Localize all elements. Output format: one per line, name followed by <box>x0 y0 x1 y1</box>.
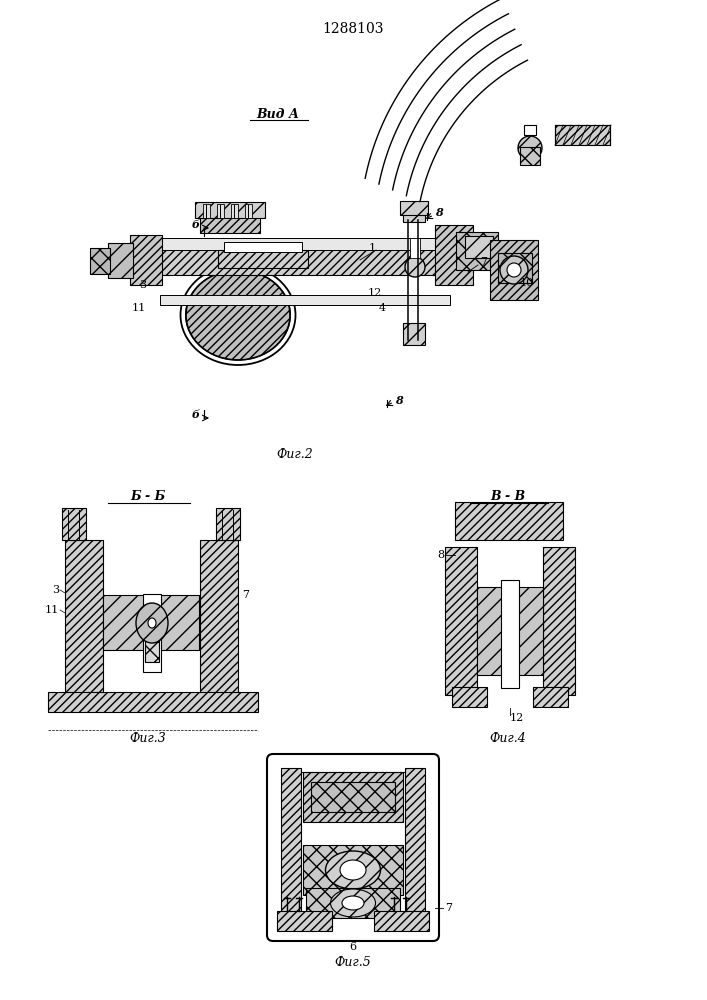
Bar <box>203 204 210 218</box>
Bar <box>374 911 429 931</box>
Bar <box>65 540 103 700</box>
Text: б: б <box>192 220 200 231</box>
Bar <box>477 587 543 675</box>
Bar <box>103 595 199 650</box>
Bar <box>200 540 238 700</box>
Bar <box>306 888 400 918</box>
Text: 1288103: 1288103 <box>322 22 384 36</box>
Ellipse shape <box>330 889 375 917</box>
Bar <box>403 204 425 222</box>
Text: 8: 8 <box>435 208 443 219</box>
Bar <box>145 607 159 662</box>
Bar <box>490 240 538 300</box>
Bar <box>48 692 258 712</box>
Bar <box>130 235 162 285</box>
Bar <box>524 125 536 135</box>
Bar <box>543 547 575 695</box>
Bar <box>160 295 450 305</box>
Text: 12: 12 <box>368 288 382 298</box>
Bar <box>445 547 477 695</box>
Bar <box>160 247 450 275</box>
Text: 11: 11 <box>132 303 146 313</box>
Bar <box>400 201 428 215</box>
Bar <box>90 248 110 274</box>
Bar <box>498 253 532 283</box>
Text: 10: 10 <box>520 278 534 288</box>
FancyBboxPatch shape <box>267 754 439 941</box>
Text: 7: 7 <box>242 590 249 600</box>
Bar <box>143 594 161 672</box>
Ellipse shape <box>136 603 168 643</box>
Text: Фиг.4: Фиг.4 <box>490 732 527 744</box>
Bar <box>435 225 473 285</box>
Text: 8: 8 <box>395 394 403 406</box>
Ellipse shape <box>500 256 528 284</box>
Text: 8: 8 <box>437 550 444 560</box>
Bar <box>224 242 302 252</box>
Ellipse shape <box>507 263 521 277</box>
Text: 6: 6 <box>349 942 356 952</box>
Text: Фиг.5: Фиг.5 <box>334 956 371 970</box>
Bar <box>501 580 519 688</box>
Ellipse shape <box>342 896 364 910</box>
Bar <box>403 323 425 345</box>
Bar <box>452 687 487 707</box>
Text: 7: 7 <box>445 903 452 913</box>
Text: Фиг.3: Фиг.3 <box>129 732 166 744</box>
Bar <box>195 202 265 218</box>
Text: 3: 3 <box>139 280 146 290</box>
Text: 1: 1 <box>368 243 375 253</box>
Bar <box>200 205 260 233</box>
Bar <box>217 204 224 218</box>
Bar <box>231 204 238 218</box>
Bar <box>303 845 403 895</box>
Ellipse shape <box>186 270 290 360</box>
Text: 7: 7 <box>480 257 487 267</box>
Bar <box>277 911 332 931</box>
Ellipse shape <box>148 618 156 628</box>
Bar <box>245 204 252 218</box>
Bar <box>311 782 395 812</box>
Bar <box>160 238 450 250</box>
Bar <box>465 236 493 258</box>
Bar <box>218 250 308 268</box>
Text: Вид А: Вид А <box>257 108 300 121</box>
Bar <box>456 232 498 270</box>
Ellipse shape <box>518 136 542 160</box>
Text: б: б <box>192 410 200 420</box>
Bar <box>533 687 568 707</box>
Text: 4: 4 <box>378 303 385 313</box>
Bar <box>108 243 133 278</box>
Bar <box>555 125 610 145</box>
Bar <box>303 772 403 822</box>
Bar <box>216 508 240 540</box>
Bar <box>520 147 540 165</box>
Text: Б - Б: Б - Б <box>130 490 165 504</box>
Bar <box>62 508 86 540</box>
Ellipse shape <box>325 851 380 889</box>
Text: 12: 12 <box>510 713 525 723</box>
Text: 3: 3 <box>52 585 59 595</box>
Text: 11: 11 <box>45 605 59 615</box>
Ellipse shape <box>340 860 366 880</box>
Text: В - В: В - В <box>491 490 525 504</box>
Bar <box>405 768 425 927</box>
Bar <box>410 238 420 258</box>
Ellipse shape <box>405 257 425 277</box>
Text: Фиг.2: Фиг.2 <box>276 448 313 462</box>
Bar <box>455 502 563 540</box>
Bar <box>281 768 301 927</box>
